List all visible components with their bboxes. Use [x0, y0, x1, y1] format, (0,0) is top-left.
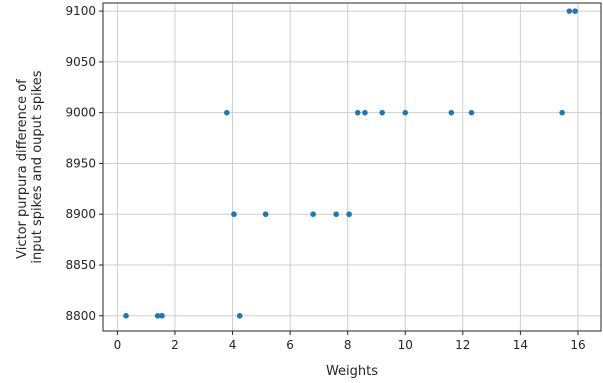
plot-frame [102, 2, 602, 332]
data-point [559, 109, 565, 116]
y-axis-label-line-1: Victor purpura difference of [15, 79, 30, 259]
data-point [354, 109, 361, 116]
data-point [572, 8, 578, 14]
grid-lines [103, 3, 601, 331]
x-tick-label: 16 [570, 338, 585, 352]
data-point [362, 109, 368, 116]
data-point [333, 211, 339, 218]
x-axis-label: Weights [326, 364, 378, 379]
data-point [379, 109, 386, 116]
x-tick-label: 10 [398, 338, 413, 352]
y-tick-label: 8950 [65, 156, 96, 170]
y-tick-label: 9050 [65, 55, 96, 69]
y-tick-label: 9000 [65, 106, 96, 120]
data-point [262, 211, 269, 218]
y-axis-label: Victor purpura difference of input spike… [15, 70, 45, 263]
x-tick-label: 0 [114, 338, 122, 352]
x-tick-label: 8 [344, 338, 352, 352]
data-point [346, 211, 352, 218]
data-point [123, 312, 129, 319]
x-tick-label: 12 [455, 338, 470, 352]
data-point [236, 312, 243, 319]
data-point [310, 211, 316, 218]
data-point [468, 109, 475, 116]
data-point [159, 312, 165, 319]
y-tick-label: 9100 [65, 4, 96, 18]
data-point [448, 109, 455, 116]
data-point [402, 109, 409, 116]
y-tick-label: 8800 [65, 309, 96, 323]
x-tick-label: 4 [229, 338, 237, 352]
x-tick-label: 2 [171, 338, 179, 352]
y-axis-label-line-2: input spikes and ouput spikes [30, 70, 45, 263]
x-tick-label: 6 [286, 338, 294, 352]
x-tick-label: 14 [513, 338, 528, 352]
data-point [566, 8, 573, 14]
data-point [231, 211, 237, 218]
data-points [123, 8, 578, 319]
data-point [223, 109, 230, 116]
axis-ticks: 0 2 4 6 8 10 12 14 16 8800 8850 8900 8950 9000 9050 910… [65, 4, 585, 352]
y-tick-label: 8850 [65, 258, 96, 272]
y-tick-label: 8900 [65, 207, 96, 221]
data-point [154, 312, 161, 319]
